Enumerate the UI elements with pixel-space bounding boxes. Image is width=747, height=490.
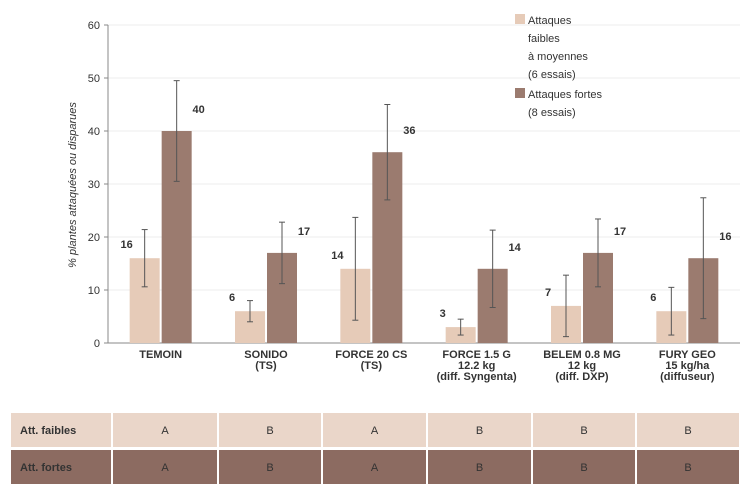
table-cell (531, 448, 637, 486)
value-label: 17 (614, 226, 626, 238)
y-tick-label: 10 (88, 285, 100, 297)
table-cell (426, 448, 533, 486)
table-cell (217, 411, 323, 449)
value-label: 14 (509, 242, 522, 254)
value-label: 6 (650, 292, 656, 304)
value-label: 3 (440, 308, 446, 320)
table-text: B (580, 425, 587, 437)
table-text: A (371, 462, 379, 474)
value-label: 16 (719, 231, 731, 243)
y-axis-title: % plantes attaquées ou disparues (67, 102, 79, 268)
x-tick-label: FORCE 20 CS (TS) (335, 349, 407, 372)
table-cell (321, 448, 428, 486)
y-tick-label: 50 (88, 73, 100, 85)
x-tick-label: SONIDO (TS) (244, 349, 288, 372)
table-text: B (684, 425, 691, 437)
value-label: 36 (403, 125, 415, 137)
table-text: A (161, 425, 169, 437)
value-label: 6 (229, 292, 235, 304)
legend-label: Attaques fortes (8 essais) (528, 89, 602, 119)
table-cell (217, 448, 323, 486)
table-text: B (684, 462, 691, 474)
y-tick-label: 0 (94, 338, 100, 350)
table-text: B (476, 425, 483, 437)
table-cell (9, 448, 113, 486)
table-text: A (371, 425, 379, 437)
legend-swatch (515, 14, 525, 24)
table-text: Att. fortes (20, 462, 72, 474)
value-label: 14 (331, 250, 344, 262)
table-cell (321, 411, 428, 449)
table-text: B (580, 462, 587, 474)
value-label: 16 (121, 239, 133, 251)
x-tick-label: BELEM 0.8 MG 12 kg (diff. DXP) (543, 349, 621, 383)
y-tick-label: 60 (88, 20, 100, 32)
value-label: 7 (545, 287, 551, 299)
table-text: Att. faibles (20, 425, 76, 437)
table-cell (111, 411, 219, 449)
table-text: A (161, 462, 169, 474)
y-tick-label: 20 (88, 232, 100, 244)
table-cell (426, 411, 533, 449)
table-text: B (476, 462, 483, 474)
table-text: B (266, 462, 273, 474)
legend-label: Attaques faibles à moyennes (6 essais) (528, 15, 588, 81)
table-text: B (266, 425, 273, 437)
y-tick-label: 30 (88, 179, 100, 191)
y-tick-label: 40 (88, 126, 100, 138)
value-label: 40 (193, 104, 205, 116)
x-tick-label: FURY GEO 15 kg/ha (diffuseur) (659, 349, 716, 383)
x-tick-label: FORCE 1.5 G 12.2 kg (diff. Syngenta) (437, 349, 517, 383)
x-tick-label: TEMOIN (139, 349, 182, 361)
legend-swatch (515, 88, 525, 98)
value-label: 17 (298, 226, 310, 238)
table-cell (635, 448, 741, 486)
